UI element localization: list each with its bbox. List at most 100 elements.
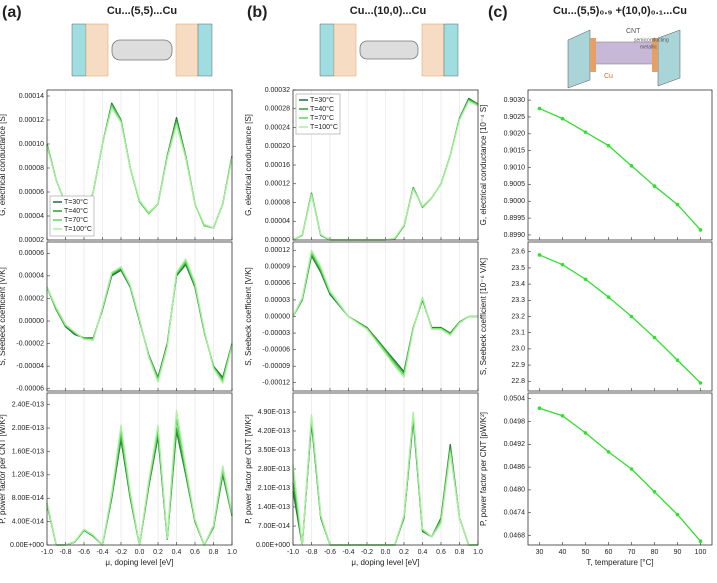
marker (675, 358, 680, 363)
y-tick-label: 1.20E-013 (12, 472, 44, 479)
y-tick-label: 0.00032 (265, 87, 290, 94)
y-tick-label: 0.00008 (265, 199, 290, 206)
plot-frame (527, 392, 713, 546)
x-tick-label: -0.2 (361, 549, 373, 556)
y-tick-label: 0.00004 (19, 273, 44, 280)
x-tick-label: 0.4 (172, 549, 182, 556)
y-tick-label: 0.00006 (265, 280, 290, 287)
y-tick-label: 0.0498 (504, 418, 526, 425)
y-tick-label: -0.00006 (262, 346, 290, 353)
y-tick-label: 23.3 (511, 297, 525, 304)
y-axis-title: G, electrical conductance [S] (0, 114, 7, 216)
panel-label: (c) (488, 4, 508, 21)
plot-frame (292, 241, 479, 392)
marker (583, 130, 588, 134)
plot-frame (527, 89, 713, 241)
schematic-label: Cu (604, 73, 613, 80)
legend-label: T=40°C (64, 207, 88, 215)
y-tick-label: -0.00006 (16, 386, 44, 393)
schematic-a (71, 23, 213, 77)
panel-label: (a) (2, 4, 22, 21)
legend-label: T=100°C (64, 225, 92, 233)
y-tick-label: 0.00009 (265, 264, 290, 271)
marker (698, 381, 703, 385)
x-tick-label: 100 (695, 549, 707, 556)
y-tick-label: -0.00004 (16, 363, 44, 370)
x-tick-label: 0.8 (209, 549, 219, 556)
panel-title: Cu...(10,0)...Cu (350, 5, 426, 17)
marker (606, 143, 611, 148)
x-tick-label: 90 (674, 549, 682, 556)
x-tick-label: -0.8 (59, 549, 71, 556)
marker (652, 184, 657, 188)
y-tick-label: 23.2 (511, 313, 525, 320)
plot-area (528, 90, 712, 240)
y-tick-label: 22.9 (511, 362, 525, 369)
x-tick-label: -0.2 (115, 549, 127, 556)
marker (537, 253, 542, 257)
x-tick-label: -0.4 (342, 549, 354, 556)
series-line (46, 258, 233, 384)
y-tick-label: 0.00014 (19, 93, 44, 100)
y-tick-label: 0.00E+000 (256, 542, 290, 549)
y-tick-label: 0.00002 (19, 237, 44, 244)
y-tick-label: 0.00000 (19, 318, 44, 325)
y-tick-label: 4.90E-013 (258, 409, 290, 416)
schematic-label: semiconducting (634, 37, 669, 43)
y-tick-label: -0.00002 (16, 340, 44, 347)
x-tick-label: -1.0 (287, 549, 299, 556)
plot-frame (46, 241, 233, 392)
y-axis-title: P, power factor per CNT [W/K²] (244, 414, 253, 524)
y-tick-label: 0.00E+000 (10, 542, 44, 549)
marker (537, 406, 542, 411)
marker (560, 414, 565, 418)
y-tick-label: 0.0468 (504, 532, 526, 539)
legend-label: T=70°C (64, 216, 88, 224)
y-tick-label: 0.0474 (504, 510, 526, 517)
y-tick-label: 0.9000 (504, 198, 526, 205)
x-tick-label: 50 (582, 549, 590, 556)
x-tick-label: -1.0 (41, 549, 53, 556)
marker (652, 335, 657, 340)
y-tick-label: 0.9020 (504, 131, 526, 138)
marker (698, 228, 703, 232)
y-tick-label: -0.00012 (262, 380, 290, 387)
schematic-b (319, 23, 459, 77)
y-tick-label: 8.00E-014 (12, 495, 44, 502)
x-tick-label: 0.0 (381, 549, 391, 556)
series-line (539, 254, 701, 384)
y-tick-label: 0.0492 (504, 441, 526, 448)
y-tick-label: 0.00003 (265, 297, 290, 304)
y-tick-label: 0.0486 (504, 464, 526, 471)
panel-title: Cu...(5,5)₀.₉ +(10,0)₀.₁...Cu (553, 5, 687, 17)
x-tick-label: 1.0 (473, 549, 483, 556)
x-axis-title: μ, doping level [eV] (105, 558, 173, 567)
x-tick-label: -0.6 (324, 549, 336, 556)
legend-label: T=40°C (310, 105, 334, 113)
y-tick-label: 2.10E-013 (258, 485, 290, 492)
y-tick-label: 0.00000 (265, 237, 290, 244)
x-tick-label: 60 (605, 549, 613, 556)
y-tick-label: 0.9010 (504, 164, 526, 171)
marker (583, 277, 588, 282)
marker (560, 116, 565, 121)
y-tick-label: 0.00006 (19, 250, 44, 257)
y-tick-label: 0.8990 (504, 232, 526, 239)
marker (675, 512, 680, 517)
marker (675, 202, 680, 207)
y-tick-label: 0.0480 (504, 487, 526, 494)
y-tick-label: 0.9030 (504, 97, 526, 104)
y-tick-label: 0.0504 (504, 396, 526, 403)
y-axis-title: S, Seebeck coefficient [10⁻⁶ V/K] (479, 258, 488, 375)
y-axis-title: S, Seebeck coefficient [V/K] (0, 267, 7, 366)
x-tick-label: -0.4 (96, 549, 108, 556)
y-tick-label: 0.9025 (504, 114, 526, 121)
plot-frame (292, 392, 479, 546)
legend-label: T=30°C (310, 96, 334, 104)
legend-label: T=30°C (64, 198, 88, 206)
x-tick-label: 40 (559, 549, 567, 556)
y-tick-label: 0.00000 (265, 313, 290, 320)
y-tick-label: 2.00E-013 (12, 425, 44, 432)
series-line (539, 407, 701, 542)
